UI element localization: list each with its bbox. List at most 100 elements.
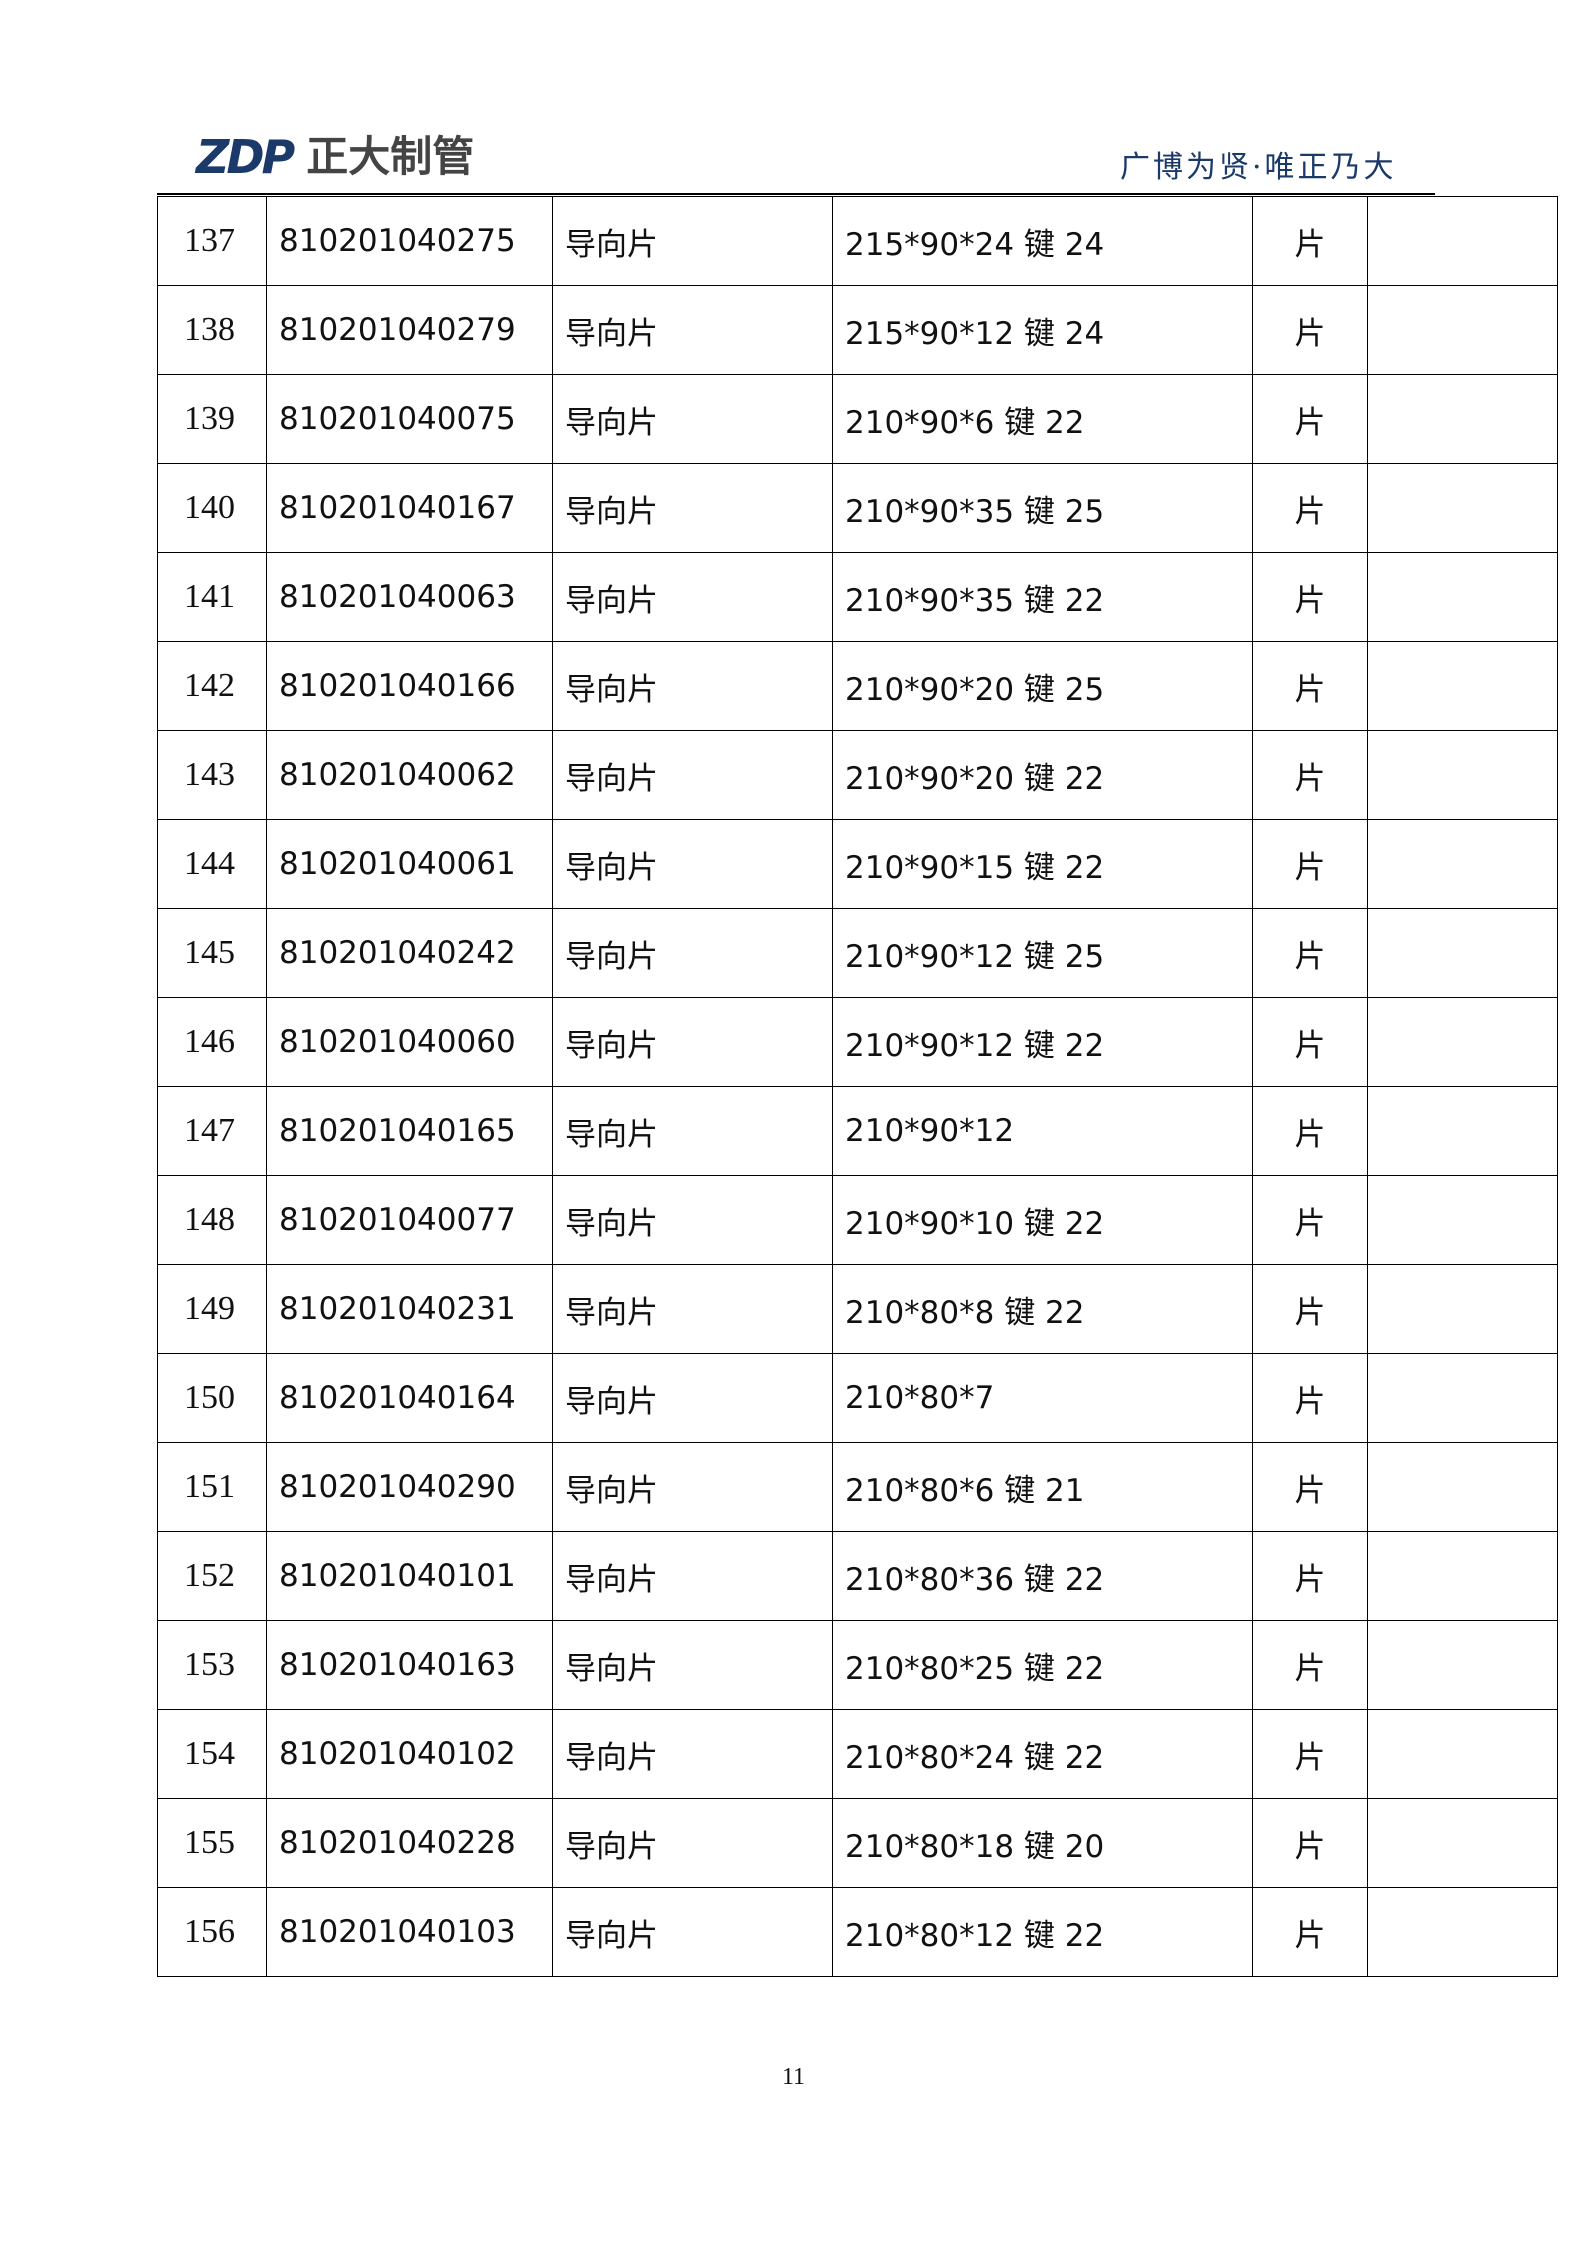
item-remark bbox=[1367, 285, 1558, 375]
item-unit: 片 bbox=[1252, 1175, 1368, 1265]
item-unit: 片 bbox=[1252, 1531, 1368, 1621]
item-name: 导向片 bbox=[552, 196, 833, 286]
item-spec: 210*90*20 键 22 bbox=[832, 730, 1253, 820]
logo-mark: ZDP bbox=[196, 130, 295, 184]
item-remark bbox=[1367, 1353, 1558, 1443]
table-row: 153 810201040163 导向片 210*80*25 键 22 片 bbox=[157, 1620, 1558, 1710]
row-number: 156 bbox=[157, 1887, 267, 1977]
item-code: 810201040164 bbox=[266, 1353, 553, 1443]
item-code: 810201040103 bbox=[266, 1887, 553, 1977]
item-remark bbox=[1367, 196, 1558, 286]
header-divider bbox=[157, 193, 1435, 195]
item-unit: 片 bbox=[1252, 1264, 1368, 1354]
item-spec: 210*80*24 键 22 bbox=[832, 1709, 1253, 1799]
row-number: 142 bbox=[157, 641, 267, 731]
table-row: 148 810201040077 导向片 210*90*10 键 22 片 bbox=[157, 1175, 1558, 1265]
item-code: 810201040060 bbox=[266, 997, 553, 1087]
item-spec: 210*90*15 键 22 bbox=[832, 819, 1253, 909]
item-name: 导向片 bbox=[552, 1086, 833, 1176]
item-code: 810201040062 bbox=[266, 730, 553, 820]
item-code: 810201040102 bbox=[266, 1709, 553, 1799]
item-code: 810201040101 bbox=[266, 1531, 553, 1621]
row-number: 141 bbox=[157, 552, 267, 642]
item-name: 导向片 bbox=[552, 1798, 833, 1888]
row-number: 153 bbox=[157, 1620, 267, 1710]
row-number: 138 bbox=[157, 285, 267, 375]
table-row: 150 810201040164 导向片 210*80*7 片 bbox=[157, 1353, 1558, 1443]
table-row: 137 810201040275 导向片 215*90*24 键 24 片 bbox=[157, 196, 1558, 286]
table-row: 155 810201040228 导向片 210*80*18 键 20 片 bbox=[157, 1798, 1558, 1888]
item-spec: 210*90*20 键 25 bbox=[832, 641, 1253, 731]
row-number: 151 bbox=[157, 1442, 267, 1532]
table-row: 151 810201040290 导向片 210*80*6 键 21 片 bbox=[157, 1442, 1558, 1532]
item-spec: 210*80*8 键 22 bbox=[832, 1264, 1253, 1354]
item-spec: 210*90*12 键 22 bbox=[832, 997, 1253, 1087]
table-row: 145 810201040242 导向片 210*90*12 键 25 片 bbox=[157, 908, 1558, 998]
item-remark bbox=[1367, 374, 1558, 464]
item-name: 导向片 bbox=[552, 463, 833, 553]
item-unit: 片 bbox=[1252, 819, 1368, 909]
item-code: 810201040279 bbox=[266, 285, 553, 375]
item-name: 导向片 bbox=[552, 1887, 833, 1977]
row-number: 155 bbox=[157, 1798, 267, 1888]
row-number: 137 bbox=[157, 196, 267, 286]
item-spec: 210*90*12 键 25 bbox=[832, 908, 1253, 998]
row-number: 147 bbox=[157, 1086, 267, 1176]
item-name: 导向片 bbox=[552, 1353, 833, 1443]
row-number: 139 bbox=[157, 374, 267, 464]
table-row: 149 810201040231 导向片 210*80*8 键 22 片 bbox=[157, 1264, 1558, 1354]
item-spec: 210*90*12 bbox=[832, 1086, 1253, 1176]
item-spec: 210*90*6 键 22 bbox=[832, 374, 1253, 464]
item-code: 810201040290 bbox=[266, 1442, 553, 1532]
item-name: 导向片 bbox=[552, 285, 833, 375]
page-number: 11 bbox=[781, 2064, 806, 2090]
item-unit: 片 bbox=[1252, 997, 1368, 1087]
item-unit: 片 bbox=[1252, 1086, 1368, 1176]
item-remark bbox=[1367, 1531, 1558, 1621]
parts-table: 137 810201040275 导向片 215*90*24 键 24 片 138 8102… bbox=[157, 196, 1558, 1977]
item-name: 导向片 bbox=[552, 1442, 833, 1532]
item-unit: 片 bbox=[1252, 1798, 1368, 1888]
item-code: 810201040167 bbox=[266, 463, 553, 553]
item-remark bbox=[1367, 730, 1558, 820]
item-remark bbox=[1367, 1620, 1558, 1710]
item-spec: 210*80*12 键 22 bbox=[832, 1887, 1253, 1977]
item-unit: 片 bbox=[1252, 908, 1368, 998]
item-unit: 片 bbox=[1252, 1887, 1368, 1977]
item-name: 导向片 bbox=[552, 730, 833, 820]
item-code: 810201040075 bbox=[266, 374, 553, 464]
item-spec: 210*90*35 键 22 bbox=[832, 552, 1253, 642]
item-name: 导向片 bbox=[552, 1264, 833, 1354]
item-spec: 210*80*7 bbox=[832, 1353, 1253, 1443]
item-unit: 片 bbox=[1252, 285, 1368, 375]
item-code: 810201040242 bbox=[266, 908, 553, 998]
slogan: 广博为贤·唯正乃大 bbox=[1120, 150, 1397, 185]
row-number: 149 bbox=[157, 1264, 267, 1354]
item-unit: 片 bbox=[1252, 1353, 1368, 1443]
row-number: 143 bbox=[157, 730, 267, 820]
table-row: 144 810201040061 导向片 210*90*15 键 22 片 bbox=[157, 819, 1558, 909]
item-remark bbox=[1367, 1887, 1558, 1977]
item-unit: 片 bbox=[1252, 641, 1368, 731]
item-name: 导向片 bbox=[552, 1531, 833, 1621]
item-remark bbox=[1367, 463, 1558, 553]
table-row: 152 810201040101 导向片 210*80*36 键 22 片 bbox=[157, 1531, 1558, 1621]
item-code: 810201040165 bbox=[266, 1086, 553, 1176]
item-code: 810201040166 bbox=[266, 641, 553, 731]
item-spec: 210*80*6 键 21 bbox=[832, 1442, 1253, 1532]
item-remark bbox=[1367, 641, 1558, 731]
item-remark bbox=[1367, 1264, 1558, 1354]
item-remark bbox=[1367, 1086, 1558, 1176]
item-remark bbox=[1367, 1175, 1558, 1265]
item-remark bbox=[1367, 1442, 1558, 1532]
item-name: 导向片 bbox=[552, 1175, 833, 1265]
item-unit: 片 bbox=[1252, 1709, 1368, 1799]
item-unit: 片 bbox=[1252, 730, 1368, 820]
row-number: 150 bbox=[157, 1353, 267, 1443]
item-code: 810201040077 bbox=[266, 1175, 553, 1265]
item-name: 导向片 bbox=[552, 997, 833, 1087]
item-code: 810201040228 bbox=[266, 1798, 553, 1888]
item-name: 导向片 bbox=[552, 641, 833, 731]
item-unit: 片 bbox=[1252, 1442, 1368, 1532]
table-row: 138 810201040279 导向片 215*90*12 键 24 片 bbox=[157, 285, 1558, 375]
